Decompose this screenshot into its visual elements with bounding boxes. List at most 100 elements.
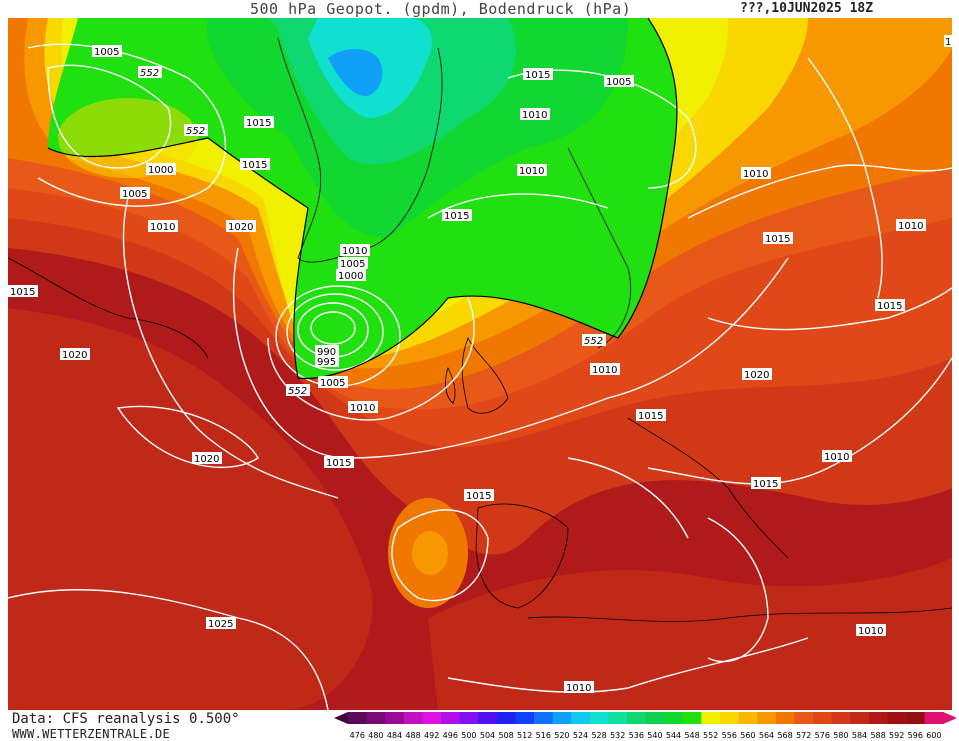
legend-tick-label: 504 xyxy=(480,731,495,740)
svg-text:1015: 1015 xyxy=(765,234,790,245)
svg-text:1010: 1010 xyxy=(824,452,849,463)
legend-tick-label: 568 xyxy=(777,731,792,740)
svg-text:1000: 1000 xyxy=(148,165,173,176)
isobar-label: 990 xyxy=(315,345,339,358)
svg-text:1005: 1005 xyxy=(340,259,365,270)
svg-text:1015: 1015 xyxy=(444,211,469,222)
isobar-label: 1010 xyxy=(822,450,852,463)
legend-tick-label: 516 xyxy=(536,731,551,740)
svg-text:1025: 1025 xyxy=(208,619,233,630)
legend-swatch xyxy=(366,712,386,724)
iberia-coast xyxy=(475,503,569,609)
isobar-label: 1010 xyxy=(856,624,886,637)
isobar-label: 1020 xyxy=(192,452,222,465)
legend-tick-label: 500 xyxy=(461,731,476,740)
legend-swatch xyxy=(757,712,777,724)
isobar-label: 1005 xyxy=(92,45,122,58)
legend-tick-label: 488 xyxy=(405,731,420,740)
legend-tick-label: 480 xyxy=(368,731,383,740)
svg-text:1020: 1020 xyxy=(62,350,87,361)
run-timestamp: ???,10JUN2025 18Z xyxy=(740,1,874,16)
isobar-1010-east xyxy=(647,357,952,485)
svg-text:1015: 1015 xyxy=(10,287,35,298)
canada-coast xyxy=(8,257,209,359)
legend-tick-label: 512 xyxy=(517,731,532,740)
svg-text:1010: 1010 xyxy=(566,683,591,694)
legend-tick-label: 576 xyxy=(815,731,830,740)
isobar-label: 1020 xyxy=(60,348,90,361)
legend-swatch xyxy=(552,712,572,724)
greenland-coast xyxy=(277,37,443,263)
geopotential-labels: 552 552 552 552 xyxy=(138,66,606,397)
isobar-label: 1005 xyxy=(120,187,150,200)
legend-swatch xyxy=(608,712,628,724)
svg-text:1010: 1010 xyxy=(858,626,883,637)
isobar-label: 1010 xyxy=(896,219,926,232)
isobar-label: 1010 xyxy=(590,363,620,376)
legend-swatch xyxy=(496,712,516,724)
isobar-1020-ring xyxy=(116,405,259,469)
svg-text:552: 552 xyxy=(288,386,307,397)
svg-text:1015: 1015 xyxy=(877,301,902,312)
isobar-label: 1020 xyxy=(742,368,772,381)
legend-labels: 476 480 484 488 492 496 500 504 508 512 516 520 524 5… xyxy=(350,731,942,740)
data-source-label: Data: CFS reanalysis 0.500° xyxy=(12,711,240,727)
isobar-label: 1010 xyxy=(348,401,378,414)
weather-map: 1005 1015 1005 1015 1010 1015 1000 1005 … xyxy=(8,18,952,710)
isobar-label: 1025 xyxy=(206,617,236,630)
legend-swatch xyxy=(403,712,423,724)
isobar-1000-canada xyxy=(47,64,172,169)
legend-swatch xyxy=(627,712,647,724)
isobar-label: 1005 xyxy=(318,376,348,389)
legend-tick-label: 496 xyxy=(443,731,458,740)
legend-tick-label: 548 xyxy=(684,731,699,740)
svg-text:1010: 1010 xyxy=(150,222,175,233)
isobar-1015-russia xyxy=(807,57,883,299)
isobar-label: 1005 xyxy=(338,257,368,270)
svg-text:1010: 1010 xyxy=(898,221,923,232)
svg-text:1020: 1020 xyxy=(228,222,253,233)
legend-swatch xyxy=(831,712,851,724)
isobar-1020 xyxy=(122,197,339,499)
legend-swatches xyxy=(334,712,956,724)
isobar-label: 1015 xyxy=(875,299,905,312)
svg-text:1015: 1015 xyxy=(246,118,271,129)
legend-tick-label: 508 xyxy=(498,731,513,740)
chart-title: 500 hPa Geopot. (gpdm), Bodendruck (hPa) xyxy=(250,0,632,18)
isobar-label: 1015 xyxy=(636,409,666,422)
isobar-label: 1015 xyxy=(751,477,781,490)
isobar-1015 xyxy=(232,247,789,459)
svg-text:1015: 1015 xyxy=(525,70,550,81)
svg-text:1010: 1010 xyxy=(743,169,768,180)
isobar-1005-norway xyxy=(507,69,697,189)
isobar-label: 1015 xyxy=(240,158,270,171)
isobar-label: 1010 xyxy=(517,164,547,177)
svg-text:1015: 1015 xyxy=(326,458,351,469)
legend-tick-label: 544 xyxy=(666,731,681,740)
uk-coast xyxy=(461,337,509,414)
legend-tick-label: 572 xyxy=(796,731,811,740)
isobar-label: 1015 xyxy=(442,209,472,222)
legend-tick-label: 536 xyxy=(629,731,644,740)
isobar-1010-north xyxy=(427,193,609,219)
contour-552 xyxy=(47,18,678,380)
svg-text:995: 995 xyxy=(317,357,336,368)
isobar-label: 1015 xyxy=(763,232,793,245)
legend-swatch xyxy=(775,712,795,724)
svg-text:552: 552 xyxy=(140,68,159,79)
legend-swatch xyxy=(701,712,721,724)
field-588 xyxy=(8,308,952,710)
isobar-1015-med xyxy=(707,517,769,663)
legend-swatch xyxy=(534,712,554,724)
isobar-label: 1015 xyxy=(464,489,494,502)
legend-tick-label: 540 xyxy=(647,731,662,740)
legend-tick-label: 492 xyxy=(424,731,439,740)
legend-swatch xyxy=(794,712,814,724)
isobar-label: 995 xyxy=(315,355,339,368)
legend-tick-label: 520 xyxy=(554,731,569,740)
isobar-label: 1010 xyxy=(148,220,178,233)
legend-swatch xyxy=(887,712,907,724)
legend-swatch xyxy=(589,712,609,724)
map-canvas: 1005 1015 1005 1015 1010 1015 1000 1005 … xyxy=(8,18,952,710)
legend-tick-label: 556 xyxy=(722,731,737,740)
